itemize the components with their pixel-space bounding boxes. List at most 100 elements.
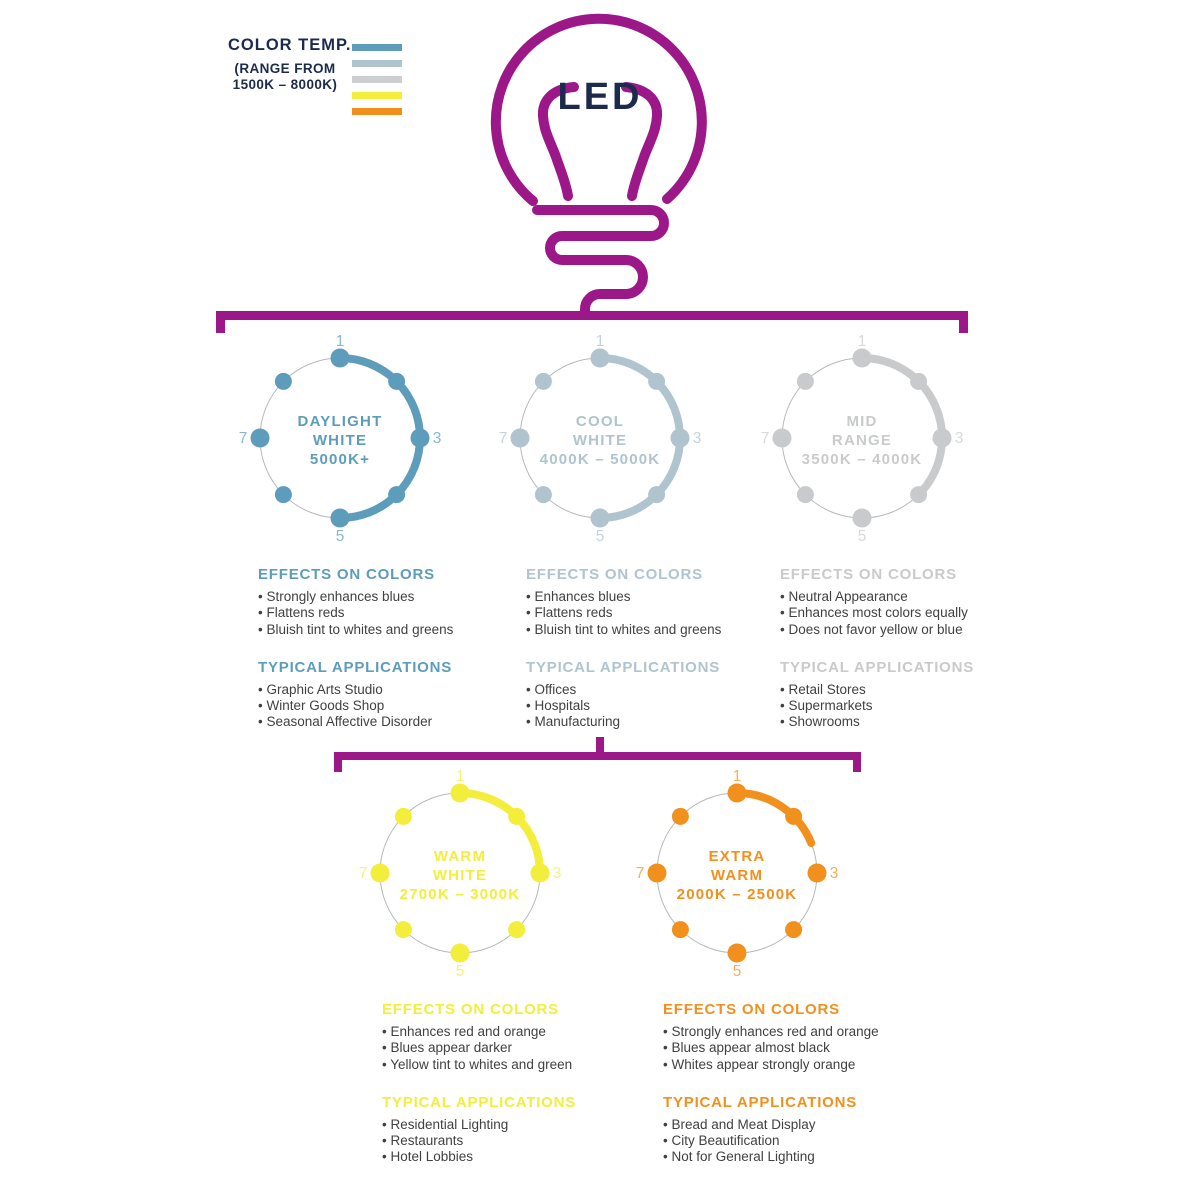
scale-dot xyxy=(910,372,928,390)
scale-dot xyxy=(370,863,390,883)
effects-title: EFFECTS ON COLORS xyxy=(780,566,957,583)
scale-dot xyxy=(670,428,690,448)
scale-dot xyxy=(852,508,872,528)
effects-title: EFFECTS ON COLORS xyxy=(382,1001,559,1018)
effects-list: Strongly enhances red and orangeBlues ap… xyxy=(663,1024,928,1073)
category-name: 2700K – 3000K xyxy=(400,886,521,903)
scale-label: 7 xyxy=(499,430,508,447)
bullet-item: Not for General Lighting xyxy=(663,1149,928,1165)
bullet-item: Flattens reds xyxy=(258,605,523,621)
scale-dot xyxy=(785,807,803,825)
scale-dot xyxy=(388,372,406,390)
scale-dot xyxy=(274,486,292,504)
scale-dot xyxy=(590,348,610,368)
scale-dot xyxy=(727,943,747,963)
top-bracket-bar xyxy=(216,311,968,320)
scale-dot xyxy=(388,486,406,504)
scale-dot xyxy=(330,508,350,528)
applications-title: TYPICAL APPLICATIONS xyxy=(663,1093,858,1111)
legend-text: COLOR TEMP. (RANGE FROM 1500K – 8000K) xyxy=(228,36,350,115)
scale-label: 5 xyxy=(336,528,345,545)
scale-dot xyxy=(510,428,530,448)
scale-label: 1 xyxy=(596,333,605,350)
bullet-item: Blues appear almost black xyxy=(663,1040,928,1056)
bottom-bracket-stub xyxy=(596,737,604,753)
bullet-item: Enhances most colors equally xyxy=(780,605,1045,621)
legend-swatch xyxy=(352,44,402,51)
scale-label: 1 xyxy=(858,333,867,350)
legend-swatch-stack xyxy=(352,36,402,115)
scale-label: 7 xyxy=(761,430,770,447)
bullet-item: Strongly enhances red and orange xyxy=(663,1024,928,1040)
scale-label: 1 xyxy=(336,333,345,350)
effects-title: EFFECTS ON COLORS xyxy=(526,566,703,583)
scale-dot xyxy=(250,428,270,448)
bulb-label: LED xyxy=(558,76,643,118)
circle-diagram-extra-warm: 1 3 5 7 EXTRA WARM 2000K – 2500K xyxy=(622,758,852,988)
legend-subtitle-line2: 1500K – 8000K) xyxy=(232,77,338,92)
bullet-item: Supermarkets xyxy=(780,698,1045,714)
category-name: 2000K – 2500K xyxy=(677,886,798,903)
category-name: WARM xyxy=(434,848,486,865)
scale-dot xyxy=(852,348,872,368)
bulb-filament-left xyxy=(537,82,579,201)
circle-diagram-warm-white: 1 3 5 7 WARM WHITE 2700K – 3000K xyxy=(345,758,575,988)
scale-label: 3 xyxy=(693,430,702,447)
bullet-item: Does not favor yellow or blue xyxy=(780,622,1045,638)
applications-list: OfficesHospitalsManufacturing xyxy=(526,682,791,731)
category-name: DAYLIGHT xyxy=(298,413,383,430)
info-block-daylight-white: EFFECTS ON COLORS Strongly enhances blue… xyxy=(258,566,523,752)
scale-dot xyxy=(932,428,952,448)
bulb-base-coil xyxy=(532,205,669,318)
bullet-item: Enhances red and orange xyxy=(382,1024,647,1040)
scale-dot xyxy=(671,807,689,825)
scale-label: 1 xyxy=(456,768,465,785)
category-name: WHITE xyxy=(313,432,367,449)
scale-label: 5 xyxy=(858,528,867,545)
applications-list: Residential LightingRestaurantsHotel Lob… xyxy=(382,1117,647,1166)
scale-label: 5 xyxy=(596,528,605,545)
bullet-item: Offices xyxy=(526,682,791,698)
applications-title: TYPICAL APPLICATIONS xyxy=(526,658,721,676)
applications-title: TYPICAL APPLICATIONS xyxy=(780,658,975,676)
legend-swatch xyxy=(352,108,402,115)
scale-label: 5 xyxy=(733,963,742,980)
category-name: 5000K+ xyxy=(310,451,370,468)
category-name: WARM xyxy=(711,867,763,884)
effects-title: EFFECTS ON COLORS xyxy=(663,1001,840,1018)
scale-dot xyxy=(796,372,814,390)
applications-list: Bread and Meat DisplayCity Beautificatio… xyxy=(663,1117,928,1166)
bullet-item: Yellow tint to whites and green xyxy=(382,1057,647,1073)
scale-label: 7 xyxy=(359,865,368,882)
led-bulb-icon: LED xyxy=(490,13,707,318)
bullet-item: Winter Goods Shop xyxy=(258,698,523,714)
legend-swatch xyxy=(352,92,402,99)
bottom-bracket-right-tick xyxy=(853,752,861,772)
scale-dot xyxy=(590,508,610,528)
bullet-item: Bluish tint to whites and greens xyxy=(526,622,791,638)
bullet-item: Graphic Arts Studio xyxy=(258,682,523,698)
bullet-item: Whites appear strongly orange xyxy=(663,1057,928,1073)
category-name: WHITE xyxy=(433,867,487,884)
bullet-item: Showrooms xyxy=(780,714,1045,730)
bullet-item: Blues appear darker xyxy=(382,1040,647,1056)
circle-diagram-mid-range: 1 3 5 7 MID RANGE 3500K – 4000K xyxy=(747,323,977,553)
applications-title: TYPICAL APPLICATIONS xyxy=(258,658,453,676)
applications-list: Graphic Arts StudioWinter Goods ShopSeas… xyxy=(258,682,523,731)
effects-title: EFFECTS ON COLORS xyxy=(258,566,435,583)
bullet-item: Enhances blues xyxy=(526,589,791,605)
applications-list: Retail StoresSupermarketsShowrooms xyxy=(780,682,1045,731)
bullet-item: Bluish tint to whites and greens xyxy=(258,622,523,638)
scale-label: 3 xyxy=(955,430,964,447)
info-block-mid-range: EFFECTS ON COLORS Neutral AppearanceEnha… xyxy=(780,566,1045,752)
bullet-item: Flattens reds xyxy=(526,605,791,621)
scale-label: 3 xyxy=(553,865,562,882)
bullet-item: City Beautification xyxy=(663,1133,928,1149)
bottom-bracket-bar xyxy=(334,752,861,760)
applications-title: TYPICAL APPLICATIONS xyxy=(382,1093,577,1111)
scale-dot xyxy=(727,783,747,803)
scale-dot xyxy=(508,921,526,939)
scale-dot xyxy=(530,863,550,883)
bullet-item: Hospitals xyxy=(526,698,791,714)
